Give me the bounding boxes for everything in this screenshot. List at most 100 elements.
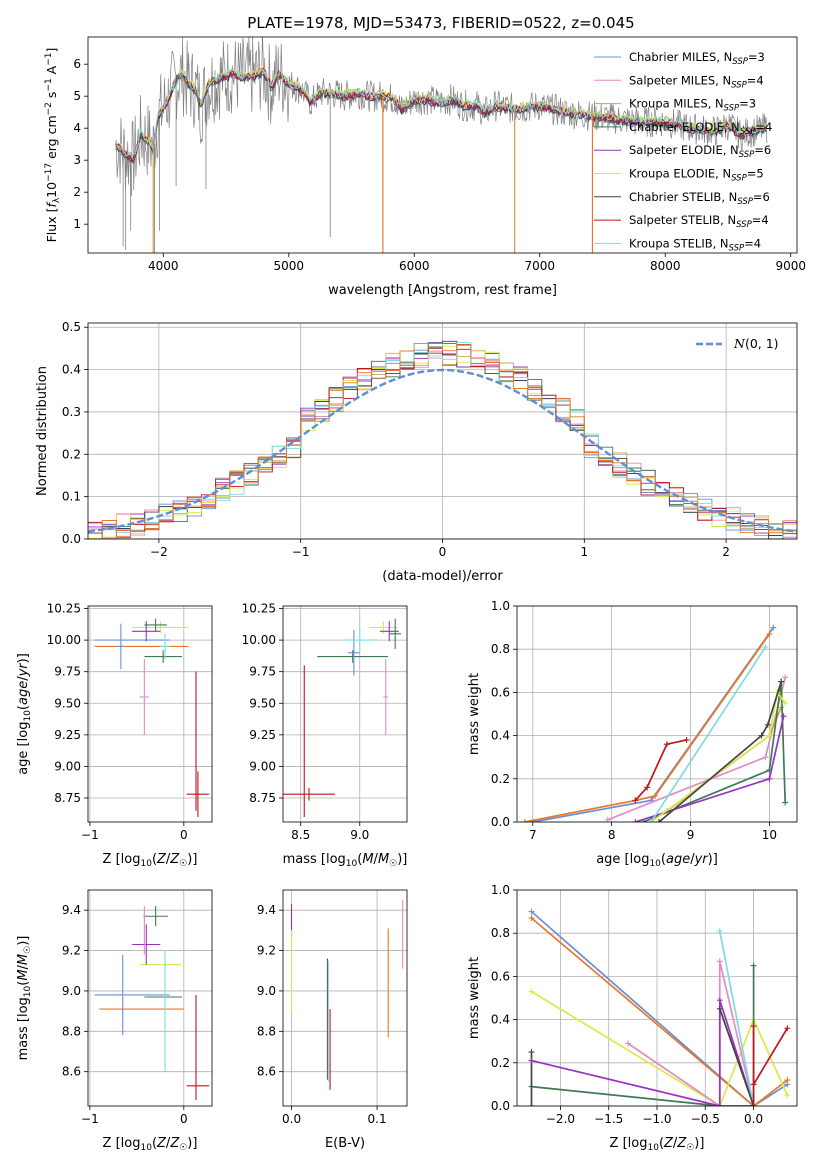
y-tick-label: 1.0 bbox=[491, 599, 510, 613]
y-tick-label: 8.8 bbox=[257, 1024, 276, 1038]
y-tick-label: 9.50 bbox=[54, 696, 81, 710]
errorbar-point bbox=[347, 630, 360, 676]
errorbar-point bbox=[160, 633, 170, 660]
weight_vs_z-axes: −2.0 −1.5 −1.0 −0.5 0.0 0.0 0.2 0.4 0.6 0.8 1.0 Z [… bbox=[467, 883, 798, 1153]
y-tick-label: 4 bbox=[73, 121, 81, 135]
residuals-ylabel: Normed distribution bbox=[35, 366, 50, 496]
x-tick-label: 0 bbox=[439, 545, 447, 559]
x-tick-label: 8.5 bbox=[291, 828, 310, 842]
y-tick-label: 2 bbox=[73, 185, 81, 199]
mass_vs_z-xlabel: Z [log10(Z/Z☉)] bbox=[103, 1136, 198, 1153]
y-tick-label: 9.25 bbox=[249, 728, 276, 742]
model-line-salpeter_stelib bbox=[115, 67, 767, 162]
y-tick-label: 8.8 bbox=[62, 1024, 81, 1038]
age_vs_z-axes: −1 0 8.75 9.00 9.25 9.50 9.75 10.00 10.25 Z [log1… bbox=[16, 602, 213, 869]
x-tick-label: 9.0 bbox=[350, 828, 369, 842]
legend-label: Salpeter ELODIE, NSSP=6 bbox=[629, 143, 771, 160]
y-tick-label: 0.3 bbox=[62, 405, 81, 419]
weight_vs_z-ylabel: mass weight bbox=[467, 957, 482, 1039]
legend-label: Chabrier STELIB, NSSP=6 bbox=[629, 190, 770, 207]
y-tick-label: 9.2 bbox=[257, 944, 276, 958]
y-tick-label: 0.0 bbox=[491, 1099, 510, 1113]
series-line-chabrier_stelib bbox=[718, 1008, 755, 1106]
weight_vs_z-frame bbox=[516, 889, 798, 1107]
legend-label: Chabrier MILES, NSSP=3 bbox=[629, 50, 765, 67]
residuals-axes: −2 −1 0 1 2 0.0 0.1 0.2 0.3 0.4 0.5 (data-model)/er… bbox=[35, 320, 798, 584]
y-tick-label: 0.2 bbox=[62, 447, 81, 461]
mass_vs_ebv-axes: 0.0 0.1 8.6 8.8 9.0 9.2 9.4 E(B-V) bbox=[257, 889, 408, 1151]
x-tick-label: 10 bbox=[762, 828, 777, 842]
y-tick-label: 9.75 bbox=[249, 665, 276, 679]
y-tick-label: 8.6 bbox=[62, 1065, 81, 1079]
age_vs_mass-axes: 8.5 9.0 8.75 9.00 9.25 9.50 9.75 10.00 10.25 mass… bbox=[242, 602, 408, 869]
errorbar-point bbox=[118, 623, 124, 670]
y-tick-label: 0.1 bbox=[62, 490, 81, 504]
y-tick-label: 9.75 bbox=[54, 665, 81, 679]
x-tick-label: 0.1 bbox=[368, 1112, 387, 1126]
y-tick-label: 8.6 bbox=[257, 1065, 276, 1079]
x-tick-label: −1 bbox=[292, 545, 310, 559]
y-tick-label: 0.6 bbox=[491, 969, 510, 983]
spectrum-plot-area bbox=[115, 37, 768, 253]
age_vs_z-frame bbox=[87, 605, 213, 823]
y-tick-label: 0.4 bbox=[491, 1013, 510, 1027]
weight_vs_z-xlabel: Z [log10(Z/Z☉)] bbox=[610, 1136, 705, 1153]
weight_vs_age-axes: 7 8 9 10 0.0 0.2 0.4 0.6 0.8 1.0 age [log10(age/yr… bbox=[467, 599, 798, 869]
mass_vs_ebv-xlabel: E(B-V) bbox=[325, 1136, 365, 1151]
legend-label: N(0, 1) bbox=[733, 336, 779, 351]
x-tick-label: 0 bbox=[180, 828, 188, 842]
y-tick-label: 9.4 bbox=[62, 903, 81, 917]
errorbar-point bbox=[143, 906, 168, 927]
weight_vs_age-ylabel: mass weight bbox=[467, 673, 482, 755]
y-tick-label: 10.00 bbox=[47, 633, 81, 647]
histogram-salpeter_elodie bbox=[88, 348, 797, 539]
y-tick-label: 9.50 bbox=[249, 696, 276, 710]
spectrum-frame bbox=[87, 36, 798, 254]
y-tick-label: 8.75 bbox=[54, 791, 81, 805]
x-tick-label: 9000 bbox=[775, 259, 806, 273]
x-tick-label: 7000 bbox=[524, 259, 555, 273]
errorbar-point bbox=[144, 618, 167, 632]
y-tick-label: 6 bbox=[73, 57, 81, 71]
residuals-frame bbox=[87, 322, 798, 540]
y-tick-label: 9.0 bbox=[257, 984, 276, 998]
x-tick-label: −2.0 bbox=[546, 1112, 575, 1126]
age_vs_z-ylabel: age [log10(age/yr)] bbox=[16, 653, 33, 775]
errorbar-point bbox=[383, 659, 389, 735]
spectrum-xlabel: wavelength [Angstrom, rest frame] bbox=[328, 283, 557, 298]
series-line-orange bbox=[524, 633, 771, 822]
x-tick-label: 2 bbox=[722, 545, 730, 559]
x-tick-label: 0.0 bbox=[744, 1112, 763, 1126]
age_vs_mass-plot-area bbox=[283, 618, 402, 817]
figure-title: PLATE=1978, MJD=53473, FIBERID=0522, z=0… bbox=[247, 14, 634, 32]
y-tick-label: 5 bbox=[73, 89, 81, 103]
x-tick-label: 4000 bbox=[148, 259, 179, 273]
age_vs_mass-xlabel: mass [log10(M/M☉)] bbox=[283, 852, 408, 869]
age_vs_z-xlabel: Z [log10(Z/Z☉)] bbox=[103, 852, 198, 869]
y-tick-label: 3 bbox=[73, 153, 81, 167]
y-tick-label: 10.00 bbox=[242, 633, 276, 647]
x-tick-label: −1.5 bbox=[594, 1112, 623, 1126]
x-tick-label: 7 bbox=[529, 828, 537, 842]
mass_vs_z-plot-area bbox=[94, 906, 210, 1100]
errorbar-point bbox=[342, 627, 378, 653]
mass_vs_ebv-frame bbox=[282, 889, 408, 1107]
y-tick-label: 0.8 bbox=[491, 642, 510, 656]
y-tick-label: 0.6 bbox=[491, 685, 510, 699]
y-tick-label: 10.25 bbox=[242, 602, 276, 616]
series-line-kroupa_stelib bbox=[650, 646, 767, 822]
x-tick-label: 5000 bbox=[274, 259, 305, 273]
y-tick-label: 10.25 bbox=[47, 602, 81, 616]
x-tick-label: 8 bbox=[608, 828, 616, 842]
legend-label: Kroupa ELODIE, NSSP=5 bbox=[629, 167, 764, 184]
legend-label: Kroupa MILES, NSSP=3 bbox=[629, 97, 756, 114]
spectrum-ylabel: Flux [fλ10−17 erg cm−2 s−1 A−1] bbox=[44, 48, 62, 243]
y-tick-label: 0.4 bbox=[491, 729, 510, 743]
residuals-xlabel: (data-model)/error bbox=[382, 569, 503, 584]
y-tick-label: 0.0 bbox=[62, 532, 81, 546]
mass_vs_z-frame bbox=[87, 889, 213, 1107]
y-tick-label: 0.5 bbox=[62, 320, 81, 334]
legend-label: Salpeter STELIB, NSSP=4 bbox=[629, 213, 769, 230]
weight_vs_age-plot-area bbox=[521, 624, 789, 822]
